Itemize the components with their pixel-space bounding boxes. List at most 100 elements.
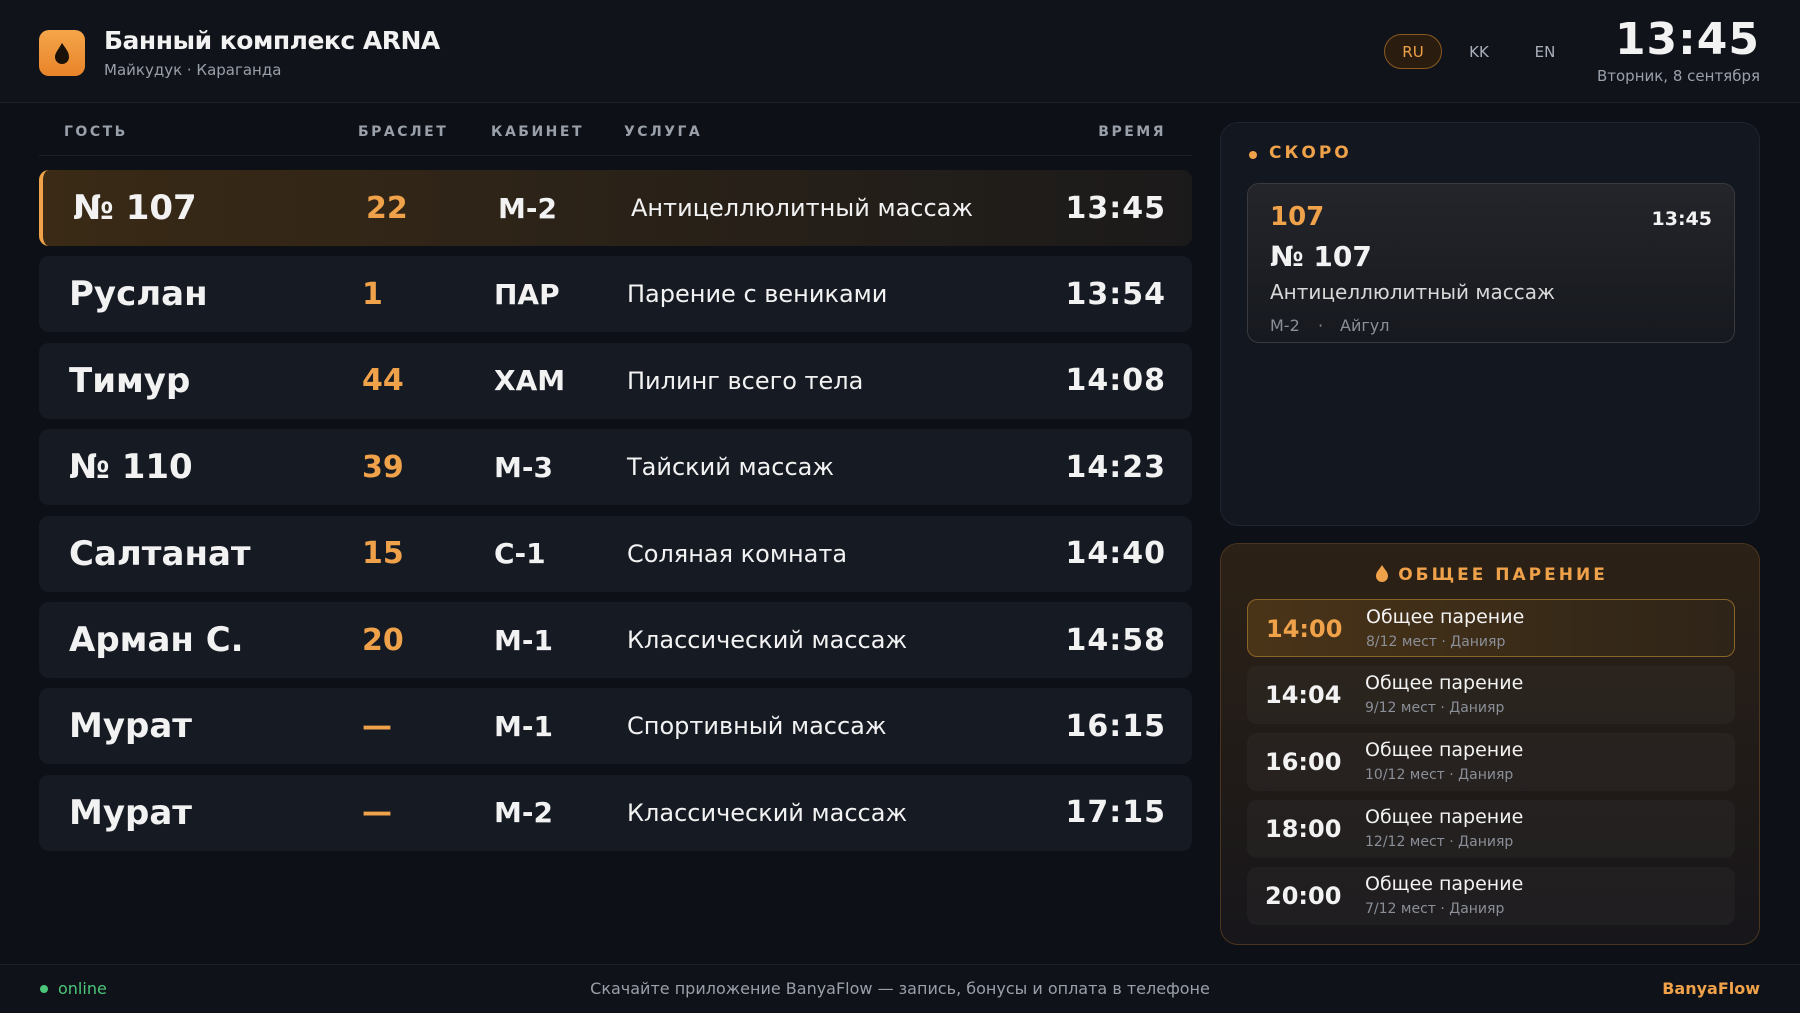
cabin: М-2	[498, 191, 557, 225]
separator: ·	[1318, 316, 1324, 335]
session-name: Общее парение	[1365, 672, 1524, 694]
status-dot	[40, 985, 48, 993]
column-header: КАБИНЕТ	[491, 124, 584, 140]
guest: Мурат	[69, 792, 192, 833]
bracelet: 107	[1270, 202, 1325, 232]
master: Айгул	[1340, 316, 1390, 335]
footer: online Скачайте приложение BanyaFlow — з…	[0, 964, 1800, 1013]
guest: № 107	[73, 188, 197, 228]
message: Скачайте приложение BanyaFlow — запись, …	[590, 979, 1210, 998]
cabin: С-1	[494, 537, 546, 571]
session: 16:00 Общее парение 10/12 мест · Данияр	[1247, 733, 1735, 791]
title: Банный комплекс ARNA	[104, 26, 440, 55]
guest: Тимур	[69, 360, 191, 401]
time: 14:23	[1065, 449, 1166, 485]
time: 13:54	[1065, 276, 1166, 312]
panel-title: СКОРО	[1269, 143, 1352, 163]
cabin: М-1	[494, 709, 553, 743]
guest: № 110	[69, 447, 193, 488]
lang-button[interactable]: EN	[1534, 42, 1556, 61]
column-header: БРАСЛЕТ	[358, 124, 449, 140]
column-header: УСЛУГА	[624, 124, 703, 140]
service: Спортивный массаж	[627, 712, 887, 741]
table-row: Мурат — М-2 Классический массаж 17:15	[39, 774, 1192, 851]
time: 14:08	[1065, 363, 1166, 399]
session-name: Общее парение	[1366, 606, 1525, 628]
column-header: ВРЕМЯ	[1098, 124, 1166, 140]
panel-title: ОБЩЕЕ ПАРЕНИЕ	[1221, 564, 1761, 585]
session: 14:04 Общее парение 9/12 мест · Данияр	[1247, 666, 1735, 724]
session-time: 20:00	[1265, 882, 1342, 910]
cabin: М-1	[494, 623, 553, 657]
session-time: 18:00	[1265, 815, 1342, 843]
session: 18:00 Общее парение 12/12 мест · Данияр	[1247, 800, 1735, 858]
service: Классический массаж	[627, 798, 908, 827]
status: online	[58, 979, 107, 998]
time: 16:15	[1065, 708, 1166, 744]
bracelet: —	[362, 795, 392, 831]
table-row: Салтанат 15 С-1 Соляная комната 14:40	[39, 515, 1192, 592]
subtitle: Майкудук · Караганда	[104, 61, 282, 79]
brand: BanyaFlow	[1662, 979, 1760, 998]
group-panel: ОБЩЕЕ ПАРЕНИЕ 14:00 Общее парение 8/12 мес…	[1220, 543, 1760, 945]
table-row: Мурат — М-1 Спортивный массаж 16:15	[39, 688, 1192, 765]
session-name: Общее парение	[1365, 806, 1524, 828]
session-info: 10/12 мест · Данияр	[1365, 767, 1514, 783]
panel-title-text: ОБЩЕЕ ПАРЕНИЕ	[1398, 565, 1608, 585]
cabin: М-2	[494, 796, 553, 830]
time: 13:45	[1651, 208, 1712, 230]
service: Соляная комната	[627, 539, 848, 568]
divider	[39, 155, 1192, 156]
time: 17:15	[1065, 795, 1166, 831]
table-row: Тимур 44 ХАМ Пилинг всего тела 14:08	[39, 342, 1192, 419]
cabin: ХАМ	[494, 364, 566, 398]
header: Банный комплекс ARNA Майкудук · Караганд…	[0, 0, 1800, 103]
guest: Салтанат	[69, 533, 251, 574]
service: Классический массаж	[627, 626, 908, 654]
session-time: 14:04	[1265, 681, 1342, 709]
column-header: ГОСТЬ	[64, 124, 128, 140]
time: 13:45	[1065, 190, 1166, 226]
session-info: 8/12 мест · Данияр	[1366, 634, 1506, 650]
cabin: М-2	[1270, 316, 1300, 335]
bracelet: 1	[362, 276, 383, 312]
session-name: Общее парение	[1365, 873, 1524, 895]
flame-icon	[55, 43, 69, 64]
table-row: № 110 39 М-3 Тайский массаж 14:23	[39, 429, 1192, 506]
time: 14:58	[1065, 622, 1166, 658]
service: Антицеллюлитный массаж	[1270, 280, 1555, 304]
clock: 13:45	[1614, 14, 1760, 65]
session-info: 7/12 мест · Данияр	[1365, 901, 1505, 917]
lang-button[interactable]: KK	[1469, 42, 1489, 61]
table-row: № 107 22 М-2 Антицеллюлитный массаж 13:45	[39, 170, 1192, 246]
lang-button[interactable]: RU	[1384, 34, 1442, 69]
date: Вторник, 8 сентября	[1596, 67, 1760, 85]
session-time: 14:00	[1266, 615, 1343, 643]
session-info: 12/12 мест · Данияр	[1365, 834, 1514, 850]
soon-card: 107 13:45 № 107 Антицеллюлитный массаж М…	[1247, 183, 1735, 343]
time: 14:40	[1065, 536, 1166, 572]
flame-icon	[1376, 565, 1389, 582]
table-row: Руслан 1 ПАР Парение с вениками 13:54	[39, 256, 1192, 333]
bracelet: 22	[366, 190, 408, 226]
guest: № 107	[1270, 240, 1372, 273]
guest: Мурат	[69, 706, 192, 747]
service: Антицеллюлитный массаж	[631, 194, 973, 222]
bracelet: 15	[362, 536, 404, 572]
cabin: ПАР	[494, 277, 560, 311]
session: 20:00 Общее парение 7/12 мест · Данияр	[1247, 867, 1735, 925]
service: Тайский массаж	[627, 453, 835, 482]
session-time: 16:00	[1265, 748, 1342, 776]
guest: Руслан	[69, 274, 208, 315]
table-row: Арман С. 20 М-1 Классический массаж 14:58	[39, 602, 1192, 678]
session-name: Общее парение	[1365, 739, 1524, 761]
bracelet: 39	[362, 449, 404, 485]
logo	[39, 30, 85, 76]
service: Пилинг всего тела	[627, 366, 864, 395]
guest: Арман С.	[69, 620, 244, 660]
session: 14:00 Общее парение 8/12 мест · Данияр	[1247, 599, 1735, 657]
soon-panel: СКОРО 107 13:45 № 107 Антицеллюлитный ма…	[1220, 122, 1760, 526]
session-info: 9/12 мест · Данияр	[1365, 700, 1505, 716]
bracelet: 20	[362, 622, 404, 658]
